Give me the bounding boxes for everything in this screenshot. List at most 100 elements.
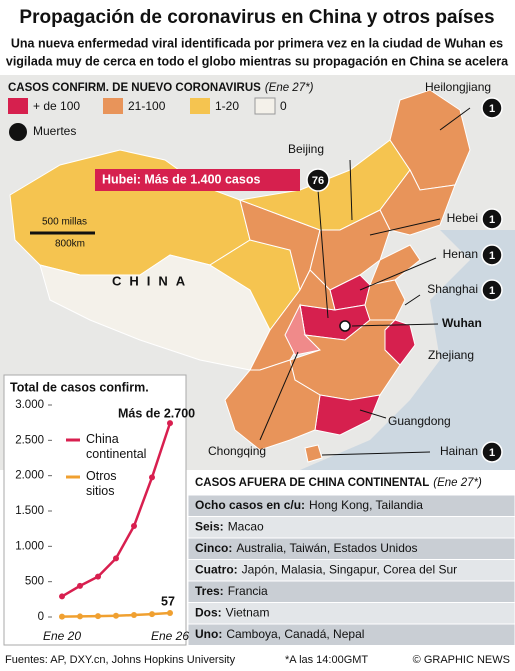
legend-death-marker <box>9 123 27 141</box>
table-row-text: Cuatro: Japón, Malasia, Singapur, Corea d… <box>195 563 457 577</box>
x-tick-label: Ene 20 <box>43 629 81 643</box>
footer-source: Fuentes: AP, DXY.cn, Johns Hopkins Unive… <box>5 654 236 666</box>
data-point <box>95 573 101 580</box>
legend-swatch <box>103 98 123 114</box>
country-label: CHINA <box>112 273 193 288</box>
hubei-label: Hubei: Más de 1.400 casos <box>102 172 260 186</box>
table-row-text: Dos: Vietnam <box>195 606 269 620</box>
row-label: Cinco: <box>195 541 232 555</box>
table-row-text: Ocho casos en c/u: Hong Kong, Tailandia <box>195 498 423 512</box>
death-marker <box>306 168 330 192</box>
row-label: Seis: <box>195 520 224 534</box>
leader-line <box>439 107 471 131</box>
chart-title: Total de casos confirm. <box>10 380 149 394</box>
place-label: Guangdong <box>388 414 451 428</box>
legend-label: + de 100 <box>33 99 80 113</box>
province <box>304 444 323 463</box>
leader-line <box>359 257 437 291</box>
table-date: (Ene 27*) <box>433 477 482 489</box>
y-tick-label: 1.000 <box>15 540 44 552</box>
footer-note: *A las 14:00GMT <box>285 654 368 666</box>
legend-swatch <box>254 97 276 115</box>
y-tick-label: 2.500 <box>15 434 44 446</box>
row-value: Hong Kong, Tailandia <box>309 498 423 512</box>
leader-line <box>369 218 441 236</box>
scale-label: 500 millas <box>42 217 87 228</box>
data-point <box>149 474 155 481</box>
data-point <box>113 612 119 619</box>
footer-credit: © GRAPHIC NEWS <box>413 654 510 666</box>
legend-label: 21-100 <box>128 99 166 113</box>
leader-line <box>404 294 421 306</box>
sea <box>300 230 515 470</box>
table-title-text: CASOS AFUERA DE CHINA CONTINENTAL <box>195 477 429 489</box>
death-count: 76 <box>312 175 324 187</box>
death-marker <box>481 244 503 266</box>
legend-swatch <box>190 98 210 114</box>
y-tick-label: 500 <box>25 576 44 588</box>
place-label: Hainan <box>440 444 478 458</box>
data-point <box>77 582 83 589</box>
row-label: Uno: <box>195 627 222 641</box>
death-count: 1 <box>489 285 495 297</box>
place-label: Chongqing <box>208 444 266 458</box>
data-point <box>113 555 119 562</box>
death-marker <box>481 441 503 463</box>
table-title: CASOS AFUERA DE CHINA CONTINENTAL (Ene 27… <box>195 477 482 489</box>
table-row-text: Cinco: Australia, Taiwán, Estados Unidos <box>195 541 418 555</box>
death-marker <box>481 279 503 301</box>
place-label: Shanghai <box>427 282 478 296</box>
row-label: Ocho casos en c/u: <box>195 498 305 512</box>
leader-line <box>359 409 387 419</box>
province <box>224 359 321 451</box>
province <box>284 303 322 356</box>
subtitle: vigilada muy de cerca en todo el globo m… <box>6 54 509 68</box>
row-value: Vietnam <box>226 606 270 620</box>
legend-label: 1-20 <box>215 99 239 113</box>
table-row-text: Seis: Macao <box>195 520 264 534</box>
place-label: Wuhan <box>442 316 482 330</box>
table-row-text: Uno: Camboya, Canadá, Nepal <box>195 627 364 641</box>
death-count: 1 <box>489 103 495 115</box>
table-row-text: Tres: Francia <box>195 584 268 598</box>
table: CASOS AFUERA DE CHINA CONTINENTAL (Ene 27… <box>187 470 515 646</box>
row-label: Tres: <box>195 584 224 598</box>
leader-line <box>349 159 353 221</box>
row-value: Australia, Taiwán, Estados Unidos <box>236 541 417 555</box>
row-label: Dos: <box>195 606 222 620</box>
scale-label: 800km <box>55 239 85 250</box>
legend-label: China continental <box>86 432 146 461</box>
subtitle: Una nueva enfermedad viral identificada … <box>11 36 503 50</box>
place-label: Zhejiang <box>428 348 474 362</box>
legend-label: Otros sitios <box>86 469 117 498</box>
data-point <box>167 420 173 427</box>
y-tick-label: 0 <box>38 611 44 623</box>
data-point <box>167 609 173 616</box>
death-marker <box>481 208 503 230</box>
chart-panel <box>3 374 187 646</box>
legend-title: CASOS CONFIRM. DE NUEVO CORONAVIRUS (Ene … <box>8 82 314 94</box>
row-value: Japón, Malasia, Singapur, Corea del Sur <box>242 563 457 577</box>
legend-date: (Ene 27*) <box>265 82 314 94</box>
data-point <box>95 613 101 620</box>
data-point <box>59 613 65 620</box>
row-value: Macao <box>228 520 264 534</box>
province <box>379 169 456 236</box>
map: CASOS CONFIRM. DE NUEVO CORONAVIRUS (Ene … <box>0 75 515 470</box>
leader-line <box>259 351 299 441</box>
y-tick-label: 3.000 <box>15 399 44 411</box>
place-label: Heilongjiang <box>425 80 491 94</box>
death-count: 1 <box>489 447 495 459</box>
legend-label: 0 <box>280 99 287 113</box>
annotation: Más de 2.700 <box>118 406 195 420</box>
data-point <box>59 593 65 600</box>
leader-line <box>351 323 439 327</box>
data-point <box>149 611 155 618</box>
annotation: 57 <box>161 594 175 608</box>
x-tick-label: Ene 26 <box>151 629 189 643</box>
place-label: Beijing <box>288 142 324 156</box>
death-marker <box>481 97 503 119</box>
city-marker <box>339 320 351 332</box>
data-point <box>131 523 137 530</box>
